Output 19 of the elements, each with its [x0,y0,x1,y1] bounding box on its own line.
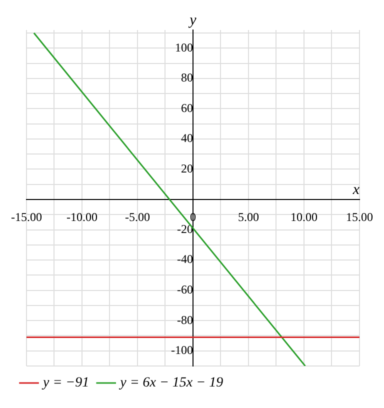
x-tick-label: 15.00 [346,210,373,224]
y-tick-label: 100 [175,40,193,54]
y-tick-label: 20 [181,161,193,176]
y-axis-title: y [188,12,197,28]
x-tick-label: 5.00 [238,210,259,224]
y-tick-label: -60 [177,282,193,296]
legend-label: y = 6x − 15x − 19 [118,376,224,391]
y-tick-label: -80 [177,312,193,327]
y-tick-label: -100 [171,343,193,358]
x-axis-title: x [352,182,360,198]
x-tick-label: -10.00 [66,210,98,224]
y-tick-label: 40 [181,131,193,146]
x-tick-label: -15.00 [11,210,42,224]
y-tick-label: 60 [181,100,193,115]
x-tick-label: -5.00 [125,210,150,224]
x-tick-label: 10.00 [290,210,318,224]
y-tick-label: 80 [181,70,193,85]
y-tick-label: -40 [177,252,193,266]
legend-label: y = −91 [41,376,90,391]
